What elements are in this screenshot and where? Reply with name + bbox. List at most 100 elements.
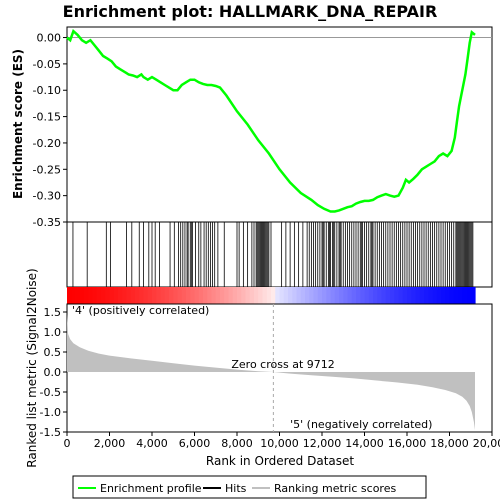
x-tick-label: 14,000 <box>345 437 384 450</box>
colorbar-segment <box>181 287 187 304</box>
colorbar-segment <box>364 287 370 304</box>
colorbar-segment <box>356 287 361 304</box>
colorbar-segment <box>394 287 400 304</box>
colorbar-segment <box>156 287 162 304</box>
colorbar-segment <box>305 287 310 304</box>
colorbar-segment <box>71 287 77 304</box>
colorbar-segment <box>428 287 434 304</box>
colorbar-segment <box>458 287 463 304</box>
es-axis-label: Enrichment score (ES) <box>11 49 25 199</box>
colorbar-segment <box>266 287 272 304</box>
es-y-tick-label: -0.20 <box>33 137 61 150</box>
colorbar-segment <box>373 287 378 304</box>
colorbar-segment <box>385 287 391 304</box>
colorbar-segment <box>139 287 145 304</box>
colorbar-segment <box>152 287 157 304</box>
x-tick-label: 16,000 <box>388 437 427 450</box>
colorbar-segment <box>75 287 81 304</box>
colorbar-segment <box>237 287 242 304</box>
colorbar-segment <box>164 287 170 304</box>
x-tick-label: 18,000 <box>430 437 469 450</box>
colorbar-segment <box>390 287 395 304</box>
colorbar-segment <box>300 287 306 304</box>
metric-y-tick-label: -1.5 <box>40 426 61 439</box>
metric-y-tick-label: 0.0 <box>44 366 62 379</box>
metric-y-tick-label: 1.5 <box>44 306 62 319</box>
metric-y-tick-label: -1.0 <box>40 406 61 419</box>
colorbar-segment <box>368 287 374 304</box>
colorbar-segment <box>113 287 119 304</box>
colorbar-segment <box>207 287 213 304</box>
colorbar-segment <box>407 287 412 304</box>
colorbar-segment <box>249 287 255 304</box>
colorbar-segment <box>258 287 264 304</box>
colorbar-segment <box>283 287 289 304</box>
colorbar-segment <box>194 287 200 304</box>
colorbar-segment <box>254 287 259 304</box>
es-y-tick-label: -0.10 <box>33 84 61 97</box>
colorbar-segment <box>322 287 327 304</box>
es-y-tick-label: -0.05 <box>33 58 61 71</box>
colorbar-segment <box>126 287 132 304</box>
colorbar-segment <box>105 287 111 304</box>
ranked-metric-panel: 1.5 1.0 0.5 0.0 -0.5 -1.0 -1.5 Zero cross at 9… <box>25 268 500 468</box>
colorbar-segment <box>228 287 234 304</box>
colorbar-segment <box>203 287 208 304</box>
metric-y-tick-label: 0.5 <box>44 346 62 359</box>
colorbar-segment <box>436 287 442 304</box>
colorbar-segment <box>160 287 166 304</box>
legend-label-hits: Hits <box>225 482 247 495</box>
colorbar-segment <box>186 287 191 304</box>
colorbar-segment <box>445 287 451 304</box>
colorbar-segment <box>118 287 123 304</box>
colorbar-segment <box>211 287 217 304</box>
colorbar-segment <box>288 287 293 304</box>
es-y-tick-label: -0.25 <box>33 163 61 176</box>
colorbar-segment <box>313 287 319 304</box>
colorbar-segment <box>377 287 383 304</box>
colorbar-segment <box>402 287 408 304</box>
ranking-colorbar <box>67 287 476 304</box>
chart-title: Enrichment plot: HALLMARK_DNA_REPAIR <box>63 2 438 21</box>
colorbar-segment <box>424 287 429 304</box>
legend: Enrichment profile Hits Ranking metric s… <box>72 475 427 499</box>
colorbar-segment <box>441 287 446 304</box>
colorbar-segment <box>88 287 94 304</box>
colorbar-segment <box>347 287 353 304</box>
colorbar-segment <box>381 287 387 304</box>
colorbar-segment <box>330 287 336 304</box>
colorbar-segment <box>309 287 315 304</box>
colorbar-segment <box>232 287 238 304</box>
colorbar-segment <box>92 287 98 304</box>
legend-label-profile: Enrichment profile <box>100 482 202 495</box>
colorbar-segment <box>296 287 302 304</box>
metric-y-tick-label: -0.5 <box>40 386 61 399</box>
colorbar-segment <box>419 287 425 304</box>
ranking-metric-area <box>67 314 475 430</box>
colorbar-segment <box>462 287 468 304</box>
colorbar-segment <box>317 287 323 304</box>
metric-y-tick-label: 1.0 <box>44 326 62 339</box>
x-tick-label: 6,000 <box>179 437 211 450</box>
colorbar-segment <box>292 287 298 304</box>
enrichment-profile-line <box>66 29 476 213</box>
x-tick-label: 8,000 <box>221 437 253 450</box>
colorbar-segment <box>411 287 417 304</box>
legend-label-metric: Ranking metric scores <box>274 482 396 495</box>
colorbar-segment <box>275 287 281 304</box>
colorbar-segment <box>109 287 115 304</box>
colorbar-segment <box>122 287 128 304</box>
colorbar-segment <box>79 287 85 304</box>
metric-axis-label: Ranked list metric (Signal2Noise) <box>25 268 39 467</box>
colorbar-segment <box>360 287 366 304</box>
negative-correlation-label: '5' (negatively correlated) <box>290 418 432 431</box>
enrichment-score-panel: 0.00-0.05-0.10-0.15-0.20-0.25-0.30-0.35 … <box>11 26 493 229</box>
x-tick-label: 20,000 <box>473 437 500 450</box>
colorbar-segment <box>326 287 332 304</box>
colorbar-segment <box>241 287 247 304</box>
colorbar-segment <box>224 287 230 304</box>
zero-cross-label: Zero cross at 9712 <box>231 358 334 371</box>
es-y-tick-label: -0.35 <box>33 216 61 229</box>
colorbar-segment <box>143 287 149 304</box>
